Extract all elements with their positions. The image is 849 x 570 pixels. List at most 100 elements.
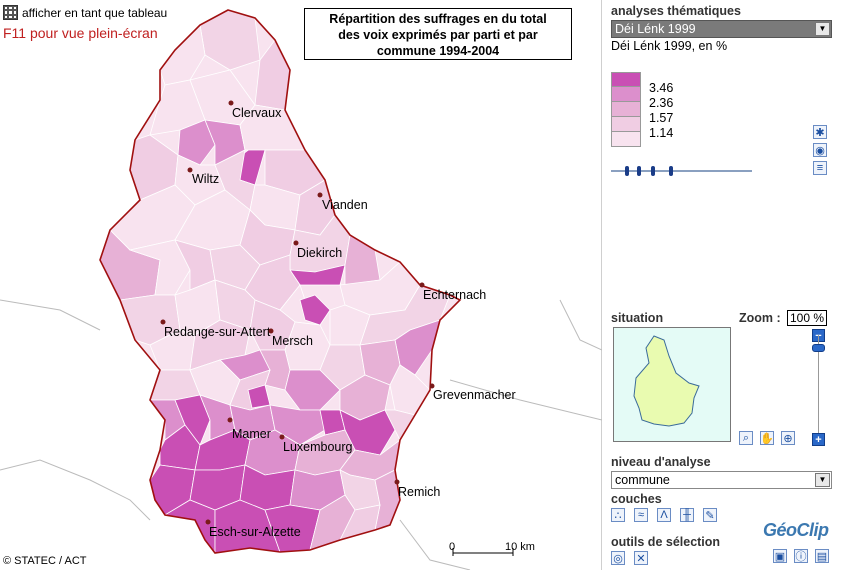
- city-label-mamer: Mamer: [232, 427, 271, 441]
- rivers-layer-icon[interactable]: ≈: [634, 508, 648, 522]
- thematic-select[interactable]: Déi Lénk 1999 ▼: [611, 20, 832, 38]
- slider-handle[interactable]: [637, 166, 641, 176]
- map-title: Répartition des suffrages en du total de…: [304, 8, 572, 60]
- city-label-luxembourg: Luxembourg: [283, 440, 353, 454]
- city-dot-esch: [205, 519, 211, 525]
- map-title-line3: commune 1994-2004: [376, 44, 500, 58]
- city-dot-mamer: [227, 417, 233, 423]
- scale-ten-label: 10 km: [505, 541, 535, 553]
- neighbor-border: [0, 459, 151, 521]
- layers-title: couches: [611, 492, 662, 506]
- city-label-mersch: Mersch: [272, 334, 313, 348]
- neighbor-border: [559, 299, 602, 351]
- binoculars-icon[interactable]: ◎: [611, 551, 625, 565]
- zoom-knob[interactable]: [812, 344, 825, 352]
- legend-swatch: [611, 102, 641, 117]
- city-dot-remich: [394, 479, 400, 485]
- neighbor-border: [449, 379, 602, 421]
- labels-layer-icon[interactable]: ✎: [703, 508, 717, 522]
- selection-title: outils de sélection: [611, 535, 721, 549]
- thematic-title: analyses thématiques: [611, 4, 741, 18]
- zoom-in-button[interactable]: +: [812, 433, 825, 446]
- minimap-svg: [633, 335, 700, 427]
- slider-handle[interactable]: [669, 166, 673, 176]
- select-tool-icon[interactable]: ✕: [634, 551, 648, 565]
- palette-icon[interactable]: ◉: [813, 143, 827, 157]
- city-label-vianden: Vianden: [322, 198, 368, 212]
- city-dot-grevenmacher: [429, 383, 435, 389]
- zoom-label: Zoom :: [739, 311, 781, 325]
- city-label-grevenmacher: Grevenmacher: [433, 388, 516, 402]
- city-label-wiltz: Wiltz: [192, 172, 219, 186]
- thematic-select-value: Déi Lénk 1999: [615, 22, 696, 36]
- legend-threshold: 1.14: [649, 126, 674, 140]
- city-dot-clervaux: [228, 100, 234, 106]
- pan-hand-icon[interactable]: ✋: [760, 431, 774, 445]
- info-icon[interactable]: ⓘ: [794, 549, 808, 563]
- country-border: [99, 9, 462, 554]
- zoom-search-icon[interactable]: ⌕: [739, 431, 753, 445]
- situation-minimap[interactable]: [613, 327, 731, 442]
- neighbor-border: [0, 299, 101, 331]
- city-label-redange: Redange-sur-Attert: [164, 325, 271, 339]
- window-icon[interactable]: ▣: [773, 549, 787, 563]
- city-dot-diekirch: [293, 240, 299, 246]
- neighbor-border: [399, 519, 471, 570]
- recenter-icon[interactable]: ⊕: [781, 431, 795, 445]
- fullscreen-hint: F11 pour vue plein-écran: [3, 25, 158, 41]
- zoom-track[interactable]: [818, 335, 819, 435]
- map-title-line2: des voix exprimés par parti et par: [338, 28, 538, 42]
- points-layer-icon[interactable]: ∴: [611, 508, 625, 522]
- legend-threshold: 2.36: [649, 96, 674, 110]
- radar-icon[interactable]: ✱: [813, 125, 827, 139]
- city-dot-vianden: [317, 192, 323, 198]
- city-label-esch: Esch-sur-Alzette: [209, 525, 301, 539]
- level-select-value: commune: [615, 473, 670, 487]
- city-label-remich: Remich: [398, 485, 440, 499]
- classes-icon[interactable]: ≡: [813, 161, 827, 175]
- legend-swatch: [611, 87, 641, 102]
- city-label-echternach: Echternach: [423, 288, 486, 302]
- commune-region: [177, 119, 216, 166]
- city-label-diekirch: Diekirch: [297, 246, 342, 260]
- legend-threshold: 3.46: [649, 81, 674, 95]
- city-dot-mersch: [268, 328, 274, 334]
- slider-handle[interactable]: [625, 166, 629, 176]
- minimap-country: [633, 335, 700, 427]
- indicator-subtitle: Déi Lénk 1999, en %: [611, 39, 728, 53]
- commune-region: [299, 294, 331, 326]
- class-slider[interactable]: [611, 166, 752, 176]
- table-icon: [3, 5, 18, 20]
- slider-handle[interactable]: [651, 166, 655, 176]
- legend: 3.46 2.36 1.57 1.14: [611, 72, 673, 147]
- chevron-down-icon[interactable]: ▼: [815, 473, 830, 487]
- table-toggle-label: afficher en tant que tableau: [22, 5, 168, 20]
- level-select[interactable]: commune ▼: [611, 471, 832, 489]
- city-dot-luxembourg: [279, 434, 285, 440]
- sidebar: analyses thématiques Déi Lénk 1999 ▼ Déi…: [603, 0, 849, 570]
- map-panel[interactable]: Clervaux Wiltz Vianden Diekirch Echterna…: [0, 0, 602, 570]
- map-title-line1: Répartition des suffrages en du total: [329, 12, 547, 26]
- commune-region: [174, 394, 211, 446]
- city-label-clervaux: Clervaux: [232, 106, 282, 120]
- copyright: © STATEC / ACT: [3, 555, 87, 567]
- level-title: niveau d'analyse: [611, 455, 711, 469]
- roads-layer-icon[interactable]: Λ: [657, 508, 671, 522]
- geoclip-logo: GéoClip: [763, 520, 829, 540]
- situation-title: situation: [611, 311, 664, 325]
- scale-bar: 0 10 km: [449, 541, 535, 556]
- scale-zero-label: 0: [449, 541, 455, 553]
- legend-swatch: [611, 72, 641, 87]
- railway-layer-icon[interactable]: ╫: [680, 508, 694, 522]
- legend-threshold: 1.57: [649, 111, 674, 125]
- choropleth-map[interactable]: Clervaux Wiltz Vianden Diekirch Echterna…: [0, 0, 602, 570]
- city-dot-redange: [160, 319, 166, 325]
- legend-swatch: [611, 117, 641, 132]
- legend-swatch: [611, 132, 641, 147]
- city-dot-echternach: [419, 282, 425, 288]
- table-toggle[interactable]: afficher en tant que tableau: [3, 5, 167, 20]
- print-icon[interactable]: ▤: [815, 549, 829, 563]
- chevron-down-icon[interactable]: ▼: [815, 22, 830, 36]
- city-dot-wiltz: [187, 167, 193, 173]
- zoom-input[interactable]: 100 %: [787, 310, 827, 326]
